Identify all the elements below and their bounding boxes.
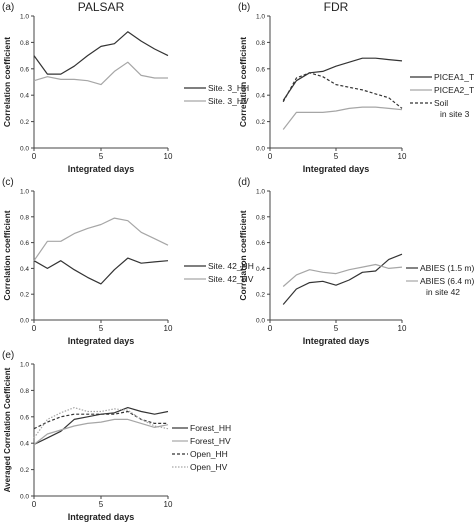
series-line-abies-6-4-m bbox=[282, 263, 403, 287]
x-tick-label: 5 bbox=[99, 324, 104, 333]
series-line-forest-hh bbox=[33, 407, 169, 446]
chart-panel-a: (a) PALSAR 0.0 0.2 0.4 0.6 0.8 1.0 0 5 10 Integrate… bbox=[2, 0, 249, 174]
legend-label: Forest_HV bbox=[190, 436, 231, 446]
y-tick-label: 0.0 bbox=[20, 318, 29, 325]
y-tick-label: 1.0 bbox=[256, 14, 265, 21]
y-tick-label: 0.6 bbox=[256, 66, 265, 73]
legend-label: Site. 3_HH bbox=[208, 83, 249, 93]
chart-panel-d: (d) 0.0 0.2 0.4 0.6 0.8 1.0 0 5 10 Integrated days… bbox=[238, 177, 474, 346]
x-tick-label: 10 bbox=[398, 324, 407, 333]
series-line-abies-1-5-m bbox=[282, 253, 403, 305]
x-axis-label: Integrated days bbox=[68, 336, 135, 346]
y-tick-label: 0.6 bbox=[20, 240, 29, 247]
chart-panel-c: (c) 0.0 0.2 0.4 0.6 0.8 1.0 0 5 10 Integrated days… bbox=[2, 177, 254, 346]
y-tick-label: 1.0 bbox=[20, 362, 29, 369]
series-line-picea1-tmk bbox=[282, 57, 403, 101]
x-axis-label: Integrated days bbox=[303, 164, 370, 174]
y-tick-label: 0.2 bbox=[20, 292, 29, 299]
y-tick-label: 0.4 bbox=[20, 441, 29, 448]
x-axis-label: Integrated days bbox=[68, 164, 135, 174]
legend-label: Open_HV bbox=[190, 462, 228, 472]
legend-label: ABIES (6.4 m) bbox=[420, 276, 474, 286]
x-tick-label: 5 bbox=[99, 152, 104, 161]
x-tick-label: 0 bbox=[32, 152, 37, 161]
y-tick-label: 0.6 bbox=[20, 66, 29, 73]
y-axis-label: Averaged Correlation Coefficient bbox=[3, 367, 12, 492]
y-tick-label: 0.4 bbox=[256, 93, 265, 100]
x-axis-label: Integrated days bbox=[303, 336, 370, 346]
series-line-site-42-hh bbox=[33, 257, 169, 285]
panel-label: (d) bbox=[238, 177, 250, 188]
chart-panel-e: (e) 0.0 0.2 0.4 0.6 0.8 1.0 0 5 10 Integrated days… bbox=[2, 350, 231, 522]
panel-label: (a) bbox=[2, 2, 14, 13]
legend-label: ABIES (1.5 m) bbox=[420, 263, 474, 273]
y-axis-label: Correlation coefficient bbox=[2, 37, 12, 127]
x-axis-label: Integrated days bbox=[68, 512, 135, 522]
y-tick-label: 0.6 bbox=[20, 414, 29, 421]
series-line-open-hh bbox=[33, 410, 168, 430]
y-tick-label: 0.2 bbox=[20, 119, 29, 126]
series-line-forest-hv bbox=[33, 418, 169, 445]
y-tick-label: 0.0 bbox=[256, 318, 265, 325]
x-tick-label: 5 bbox=[334, 324, 339, 333]
y-tick-label: 0.8 bbox=[20, 388, 29, 395]
y-tick-label: 0.0 bbox=[20, 146, 29, 153]
y-tick-label: 0.4 bbox=[20, 266, 29, 273]
y-tick-label: 0.8 bbox=[256, 40, 265, 47]
panel-label: (b) bbox=[238, 2, 250, 13]
y-tick-label: 1.0 bbox=[20, 189, 29, 196]
series-line-picea2-tmk bbox=[282, 106, 403, 130]
y-axis-label: Correlation coefficient bbox=[2, 210, 12, 300]
legend-label: Soil bbox=[434, 98, 448, 108]
x-tick-label: 5 bbox=[334, 152, 339, 161]
series-line-soil bbox=[282, 72, 403, 109]
legend-label: Site. 3_HV bbox=[208, 96, 249, 106]
y-tick-label: 0.2 bbox=[256, 119, 265, 126]
y-tick-label: 0.0 bbox=[20, 494, 29, 501]
chart-panel-b: (b) FDR 0.0 0.2 0.4 0.6 0.8 1.0 0 5 10 Integrated d… bbox=[238, 0, 474, 174]
x-tick-label: 0 bbox=[32, 500, 37, 509]
legend-label: Site. 42_HV bbox=[208, 274, 254, 284]
series-line-site-42-hv bbox=[33, 217, 169, 262]
y-axis-label: Correlation coefficient bbox=[238, 210, 248, 300]
legend-label: Forest_HH bbox=[190, 423, 231, 433]
chart-title: FDR bbox=[324, 0, 349, 14]
x-tick-label: 0 bbox=[268, 152, 273, 161]
legend-label: Site. 42_HH bbox=[208, 261, 254, 271]
y-tick-label: 0.8 bbox=[256, 214, 265, 221]
legend-note: in site 42 bbox=[426, 287, 460, 297]
legend-label: PICEA2_TMK bbox=[434, 85, 474, 95]
y-tick-label: 0.2 bbox=[256, 292, 265, 299]
y-tick-label: 0.8 bbox=[20, 40, 29, 47]
x-tick-label: 10 bbox=[164, 152, 173, 161]
panel-label: (e) bbox=[2, 350, 14, 361]
series-line-site-3-hv bbox=[33, 61, 168, 86]
x-tick-label: 0 bbox=[268, 324, 273, 333]
y-tick-label: 1.0 bbox=[20, 14, 29, 21]
x-tick-label: 10 bbox=[164, 500, 173, 509]
y-tick-label: 0.4 bbox=[20, 93, 29, 100]
x-tick-label: 5 bbox=[99, 500, 104, 509]
y-axis-label: Correlation coefficient bbox=[238, 37, 248, 127]
legend-label: Open_HH bbox=[190, 449, 228, 459]
y-tick-label: 1.0 bbox=[256, 189, 265, 196]
y-tick-label: 0.0 bbox=[256, 146, 265, 153]
legend-label: PICEA1_TMK bbox=[434, 72, 474, 82]
y-tick-label: 0.4 bbox=[256, 266, 265, 273]
legend-note: in site 3 bbox=[440, 109, 470, 119]
series-line-site-3-hh bbox=[33, 31, 169, 75]
y-tick-label: 0.2 bbox=[20, 467, 29, 474]
y-tick-label: 0.6 bbox=[256, 240, 265, 247]
y-tick-label: 0.8 bbox=[20, 214, 29, 221]
x-tick-label: 0 bbox=[32, 324, 37, 333]
x-tick-label: 10 bbox=[398, 152, 407, 161]
series-line-open-hv bbox=[33, 407, 169, 439]
x-tick-label: 10 bbox=[164, 324, 173, 333]
chart-title: PALSAR bbox=[78, 0, 125, 14]
panel-label: (c) bbox=[2, 177, 14, 188]
